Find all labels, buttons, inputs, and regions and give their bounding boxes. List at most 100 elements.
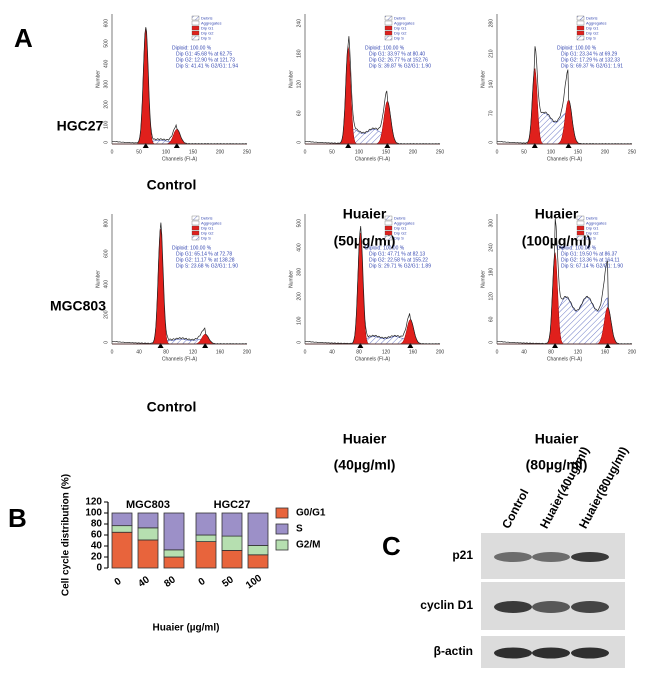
y-axis-label: Number [288,70,294,88]
bar-segment [163,556,185,569]
caption: Control [147,177,197,193]
legend-swatch [191,30,200,36]
row-label: MGC803 [50,298,106,314]
legend-label: Aggregates [201,220,221,225]
x-tick-label: 200 [601,149,610,155]
legend-label: S [296,524,303,535]
x-axis-label: Channels (FI-A) [162,156,198,162]
bar-segment [111,531,133,569]
y-tick-label: 120 [296,80,302,89]
blot-band [532,601,570,613]
g2-peak [497,99,632,145]
y-axis-label: Number [480,70,486,88]
x-tick-label: 200 [409,149,418,155]
legend-label: Debris [201,15,213,20]
panel-label: A [14,23,33,53]
stats-text: Dip G1: 47.71 % at 82.13 [369,251,425,257]
x-tick-label: 150 [574,149,583,155]
x-tick-label: 50 [329,149,335,155]
legend-swatch [191,225,200,231]
x-tick-label: 100 [355,149,364,155]
bar-segment [137,539,159,569]
legend-swatch [576,235,585,241]
stats-text: Dip G1: 33.97 % at 80.40 [369,51,425,57]
histogram: 0 40 80 120 160 200 0 100 200 300 400 500 Channels (… [288,214,444,473]
legend-swatch [576,230,585,236]
bar-segment [221,512,243,537]
y-tick-label: 600 [103,19,109,28]
y-tick-label: 140 [488,80,494,89]
stats-text: Dip G2: 13.36 % at 164.11 [561,257,620,263]
y-tick-label: 70 [488,110,494,116]
x-tick-label: 50 [521,149,527,155]
x-tick-label: 200 [216,149,225,155]
x-tick-label: 80 [162,574,178,590]
legend-label: Dip G2 [586,230,599,235]
caption: (50µg/ml) [334,233,396,249]
peak-marker [157,343,164,348]
legend-swatch [191,35,200,41]
y-axis-label: Number [288,270,294,288]
legend-label: Aggregates [586,220,606,225]
western-blot: Control Huaier(40ug/ml)Huaier(80ug/ml)p21… [420,444,631,668]
bar-segment [195,534,217,542]
y-tick-label: 0 [488,341,494,344]
x-tick-label: 250 [436,149,445,155]
y-tick-label: 500 [103,39,109,48]
panel-label: B [8,503,27,533]
row-label: p21 [452,548,473,562]
s-phase-area [305,129,440,145]
legend-label: Dip S [201,235,211,240]
peak-marker [604,343,611,348]
y-tick-label: 40 [91,541,103,552]
legend-label: Dip G1 [201,225,214,230]
bar-segment [247,545,269,556]
legend-label: Dip S [394,235,404,240]
stats-text: Dip G2: 11.17 % at 138.28 [176,257,235,263]
stats-text: Dip S: 67.14 % G2/G1: 1.90 [561,263,623,269]
peak-marker [565,143,572,148]
x-tick-label: 0 [197,576,208,588]
x-tick-label: 200 [628,349,637,355]
y-tick-label: 180 [296,49,302,58]
y-tick-label: 180 [488,268,494,277]
legend-label: Dip S [394,35,404,40]
legend-swatch [275,523,289,535]
legend-swatch [384,30,393,36]
y-tick-label: 210 [488,49,494,58]
caption: Huaier [343,206,387,222]
legend-swatch [384,25,393,31]
x-tick-label: 0 [111,349,114,355]
y-tick-label: 60 [91,530,103,541]
x-tick-label: 0 [304,149,307,155]
x-tick-label: 100 [547,149,556,155]
bar-segment [195,512,217,536]
legend-swatch [384,35,393,41]
legend-label: Dip S [586,235,596,240]
legend-label: Debris [394,215,406,220]
bar-segment [221,550,243,569]
legend-swatch [275,539,289,551]
legend-label: G2/M [296,540,320,551]
legend-label: Debris [201,215,213,220]
peak-marker [384,143,391,148]
y-tick-label: 400 [296,243,302,252]
legend-label: Dip G1 [394,225,407,230]
x-tick-label: 40 [136,349,142,355]
y-tick-label: 500 [296,219,302,228]
x-tick-label: 40 [329,349,335,355]
legend-swatch [576,35,585,41]
histogram-outline [496,218,633,345]
blot-band [494,647,532,659]
caption: (80µg/ml) [526,457,588,473]
stats-text: Dip G2: 26.77 % at 152.76 [369,57,428,63]
y-tick-label: 100 [103,120,109,129]
x-tick-label: 160 [409,349,418,355]
blot-band [532,552,570,562]
legend-label: Aggregates [394,220,414,225]
legend-swatch [191,25,200,31]
histogram-outline [111,222,248,345]
x-axis-label: Channels (FI-A) [355,156,391,162]
